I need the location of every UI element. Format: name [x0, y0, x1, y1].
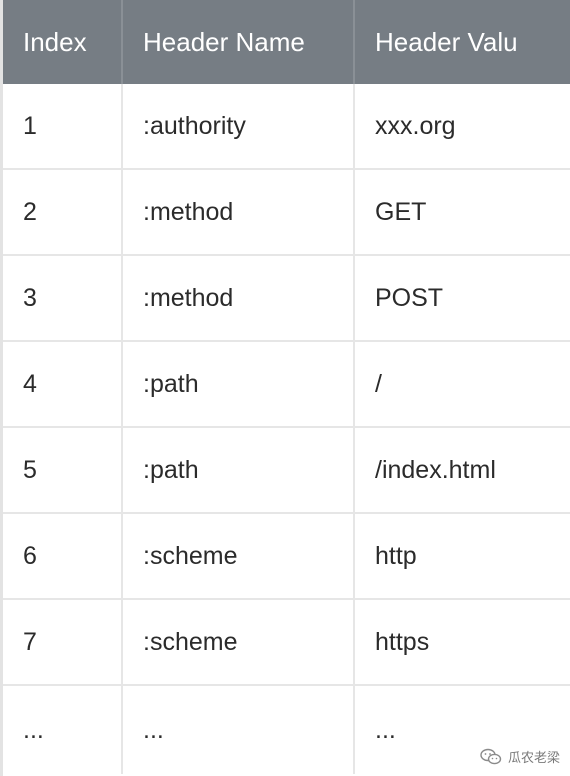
table-row: ... ... ...: [3, 686, 570, 774]
header-value-cell: /index.html: [355, 428, 570, 514]
header-name-cell: :authority: [123, 84, 355, 170]
header-value-cell: /: [355, 342, 570, 428]
header-value-cell: ...: [375, 716, 396, 744]
watermark: 瓜农老梁: [480, 747, 560, 766]
header-name-cell: :scheme: [123, 514, 355, 600]
table-row: 4 :path /: [3, 342, 570, 428]
column-header-name: Header Name: [123, 0, 355, 84]
header-name-cell: :path: [123, 342, 355, 428]
table-row: 6 :scheme http: [3, 514, 570, 600]
index-cell: 6: [3, 514, 123, 600]
table-row: 2 :method GET: [3, 170, 570, 256]
header-name-cell: :method: [123, 256, 355, 342]
header-value-cell: xxx.org: [355, 84, 570, 170]
header-value-cell: POST: [355, 256, 570, 342]
index-cell: 4: [3, 342, 123, 428]
index-cell: 1: [3, 84, 123, 170]
wechat-icon: [480, 748, 502, 766]
header-value-cell: http: [355, 514, 570, 600]
index-cell: ...: [3, 686, 123, 774]
index-cell: 5: [3, 428, 123, 514]
header-name-cell: :scheme: [123, 600, 355, 686]
column-header-index: Index: [3, 0, 123, 84]
table-row: 3 :method POST: [3, 256, 570, 342]
header-value-cell: https: [355, 600, 570, 686]
header-name-cell: :method: [123, 170, 355, 256]
column-header-value: Header Valu: [375, 26, 518, 57]
header-name-cell: :path: [123, 428, 355, 514]
table-row: 1 :authority xxx.org: [3, 84, 570, 170]
header-value-cell: GET: [355, 170, 570, 256]
index-cell: 2: [3, 170, 123, 256]
index-cell: 3: [3, 256, 123, 342]
table-header-row: Index Header Name Header Valu: [3, 0, 570, 84]
table-row: 5 :path /index.html: [3, 428, 570, 514]
watermark-text: 瓜农老梁: [507, 751, 560, 766]
header-name-cell: ...: [123, 686, 355, 774]
index-cell: 7: [3, 600, 123, 686]
table-row: 7 :scheme https: [3, 600, 570, 686]
